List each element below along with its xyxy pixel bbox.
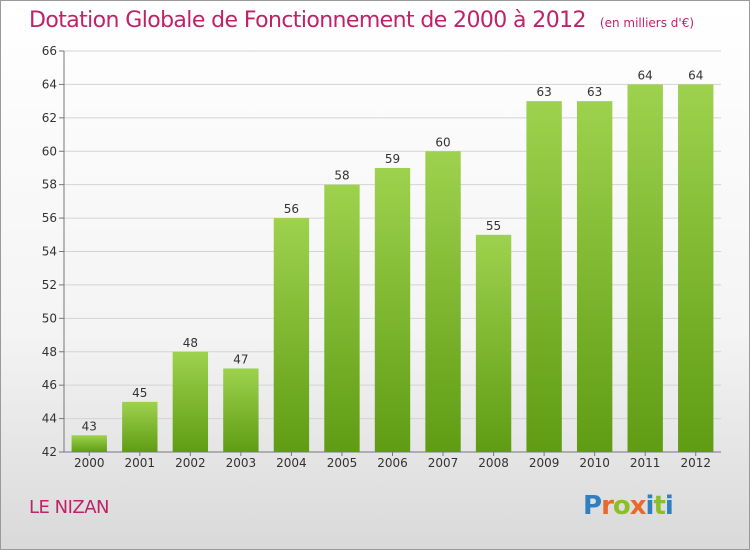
x-tick-label: 2011 [630,456,661,470]
y-tick-label: 52 [42,278,57,292]
proxiti-logo: Proxiti [583,491,674,521]
value-label: 64 [638,68,653,82]
y-tick-label: 46 [42,378,57,392]
y-tick-label: 62 [42,111,57,125]
y-tick-label: 42 [42,445,57,459]
bar [425,151,461,452]
logo-letter: P [583,491,602,521]
y-tick-label: 56 [42,211,57,225]
chart-title-text: Dotation Globale de Fonctionnement de 20… [29,8,587,33]
bar [374,167,411,453]
bar [223,368,259,452]
bars [71,84,714,453]
value-label: 64 [688,68,703,82]
logo-letter: t [653,491,665,521]
logo-letter: i [645,491,655,521]
x-tick-label: 2012 [680,456,711,470]
x-tick-labels: 2000 2001 2002 2003 2004 2005 2006 2007 2008 2009… [74,452,711,470]
y-tick-label: 64 [42,77,57,91]
y-tick-labels: 42 44 46 48 50 52 54 56 58 60 62 64 66 [42,44,57,459]
y-tick-label: 50 [42,311,57,325]
x-tick-label: 2008 [478,456,509,470]
x-tick-label: 2010 [579,456,610,470]
value-label: 59 [385,152,400,166]
bar [526,101,562,452]
y-tick-label: 58 [42,178,57,192]
bar [273,218,310,452]
x-tick-label: 2003 [226,456,257,470]
bar [576,101,613,452]
bar [475,234,512,452]
logo-letter: o [612,491,631,521]
logo-letter: r [601,491,614,521]
bar [627,84,663,453]
y-tick-label: 54 [42,245,57,259]
y-tick-label: 60 [42,144,57,158]
y-tick-label: 66 [42,44,57,58]
value-label: 45 [132,386,147,400]
bar [71,435,107,452]
x-tick-label: 2001 [125,456,156,470]
bar [122,401,158,452]
value-label: 43 [82,419,97,433]
x-tick-label: 2004 [276,456,307,470]
value-label: 60 [435,135,450,149]
bar [324,184,360,452]
x-tick-label: 2000 [74,456,105,470]
x-tick-label: 2002 [175,456,206,470]
value-label: 55 [486,219,501,233]
chart-title: Dotation Globale de Fonctionnement de 20… [29,8,694,33]
chart-subtitle: (en milliers d'€) [599,16,695,30]
bar [172,351,209,452]
value-label: 63 [587,85,602,99]
value-label: 47 [233,352,248,366]
value-label: 56 [284,202,299,216]
x-tick-label: 2007 [428,456,459,470]
commune-name: LE NIZAN [29,497,110,518]
x-tick-label: 2009 [529,456,560,470]
value-label: 48 [183,336,198,350]
x-tick-label: 2006 [377,456,408,470]
y-tick-label: 48 [42,345,57,359]
bar [678,84,714,453]
value-label: 58 [334,169,349,183]
x-tick-label: 2005 [327,456,358,470]
logo-letter: x [629,491,647,521]
value-label: 63 [536,85,551,99]
y-tick-label: 44 [42,412,57,426]
logo-letter: i [664,491,674,521]
value-labels: 43 45 48 47 56 58 59 60 55 63 63 64 64 [82,68,704,433]
